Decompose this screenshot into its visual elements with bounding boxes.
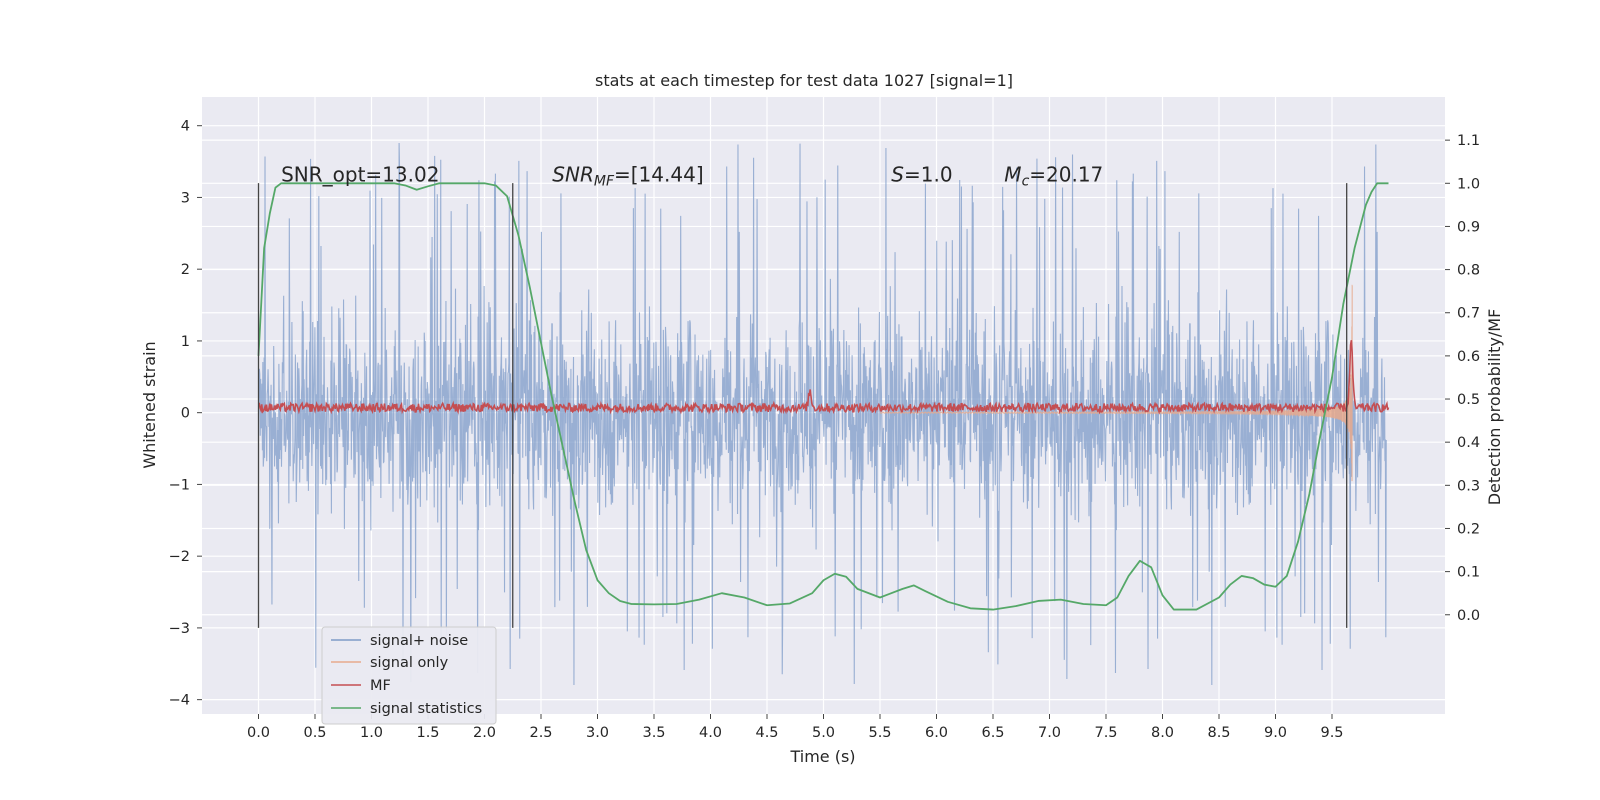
y-tick-label: 0 <box>181 406 190 422</box>
y-tick-label: 4 <box>181 119 190 135</box>
y2-tick-label: 1.0 <box>1457 176 1480 192</box>
x-tick-label: 4.0 <box>699 725 722 741</box>
y2-tick-label: 1.1 <box>1457 133 1480 149</box>
y2-tick-label: 0.9 <box>1457 219 1480 235</box>
series-signal-statistics <box>257 182 1389 611</box>
y-tick-label: −2 <box>169 549 190 565</box>
annotation-3: Mc=20.17 <box>1004 163 1103 190</box>
y2-axis-ticks: 0.0 0.1 0.2 0.3 0.4 0.5 0.6 0.7 0.8 0.9 1.0 1.1 <box>1445 133 1480 624</box>
y-tick-label: 2 <box>181 262 190 278</box>
x-tick-label: 1.5 <box>416 725 439 741</box>
y-tick-label: −3 <box>169 621 190 637</box>
x-tick-label: 7.0 <box>1038 725 1061 741</box>
y2-tick-label: 0.4 <box>1457 435 1480 451</box>
annotation-2: S=1.0 <box>891 163 952 187</box>
y2-tick-label: 0.5 <box>1457 392 1480 408</box>
series-signal-only <box>879 284 1353 482</box>
annotations: SNR_opt=13.02 SNRMF=[14.44] S=1.0 Mc=20.17 <box>281 163 1103 190</box>
x-tick-label: 8.0 <box>1151 725 1174 741</box>
y2-tick-label: 0.6 <box>1457 349 1480 365</box>
y-tick-label: 1 <box>181 334 190 350</box>
x-axis-ticks: 0.0 0.5 1.0 1.5 2.0 2.5 3.0 3.5 4.0 4.5 5.0 5.5 6.0 6… <box>247 714 1344 741</box>
x-tick-label: 5.5 <box>868 725 891 741</box>
x-tick-label: 3.5 <box>642 725 665 741</box>
x-tick-label: 0.0 <box>247 725 270 741</box>
annotation-0: SNR_opt=13.02 <box>281 163 439 187</box>
y-tick-label: 3 <box>181 190 190 206</box>
series-layer <box>257 143 1390 685</box>
x-tick-label: 3.0 <box>586 725 609 741</box>
y2-tick-label: 0.3 <box>1457 478 1480 494</box>
x-tick-label: 9.5 <box>1320 725 1343 741</box>
y2-axis-label: Detection probability/MF <box>1485 309 1504 506</box>
series-mf <box>258 340 1390 415</box>
x-tick-label: 0.5 <box>303 725 326 741</box>
chart-title: stats at each timestep for test data 102… <box>595 71 1013 90</box>
x-tick-label: 7.5 <box>1094 725 1117 741</box>
annotation-1: SNRMF=[14.44] <box>552 163 703 190</box>
x-axis-label: Time (s) <box>789 747 855 766</box>
x-tick-label: 6.0 <box>925 725 948 741</box>
y-axis-ticks: −4 −3 −2 −1 0 1 2 3 4 <box>169 119 202 709</box>
legend-box <box>321 626 497 725</box>
y2-gridlines <box>202 139 1445 616</box>
legend-label-signal-noise: signal+ noise <box>370 633 468 649</box>
vertical-markers <box>257 183 1348 628</box>
legend-label-mf: MF <box>370 678 391 694</box>
legend: signal+ noise signal only MF signal stat… <box>321 626 497 725</box>
y2-tick-label: 0.7 <box>1457 306 1480 322</box>
y2-tick-label: 0.8 <box>1457 263 1480 279</box>
y2-tick-label: 0.1 <box>1457 565 1480 581</box>
x-tick-label: 6.5 <box>981 725 1004 741</box>
x-tick-label: 2.0 <box>473 725 496 741</box>
x-tick-label: 5.0 <box>812 725 835 741</box>
legend-label-signal-only: signal only <box>370 655 449 671</box>
y2-tick-label: 0.0 <box>1457 608 1480 624</box>
y-axis-label: Whitened strain <box>140 341 159 468</box>
y2-tick-label: 0.2 <box>1457 521 1480 537</box>
legend-label-signal-statistics: signal statistics <box>370 701 482 717</box>
y-tick-label: −4 <box>169 693 190 709</box>
x-tick-label: 1.0 <box>360 725 383 741</box>
x-tick-label: 8.5 <box>1207 725 1230 741</box>
x-tick-label: 4.5 <box>755 725 778 741</box>
y-tick-label: −1 <box>169 477 190 493</box>
x-tick-label: 2.5 <box>529 725 552 741</box>
x-tick-label: 9.0 <box>1264 725 1287 741</box>
